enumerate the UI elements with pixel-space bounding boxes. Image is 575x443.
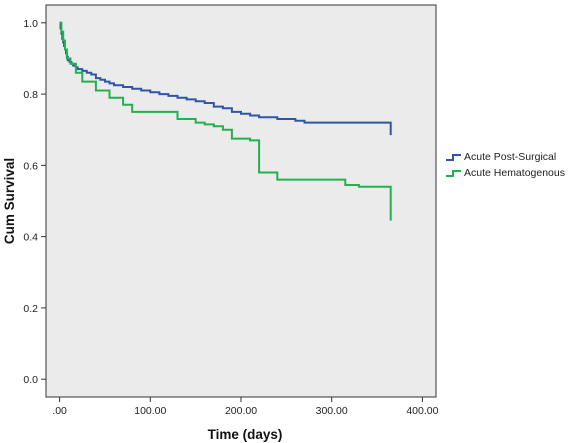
x-tick-label: .00	[52, 405, 67, 417]
legend-swatch-hematogenous	[446, 170, 461, 177]
x-tick-label: 100.00	[134, 405, 166, 417]
plot-area	[45, 4, 437, 398]
series-line-hematogenous	[59, 21, 392, 221]
legend-swatch-post-surgical	[446, 154, 461, 161]
series-layer	[59, 21, 392, 221]
y-tick-label: 0.4	[23, 232, 38, 244]
x-tick-label: 300.00	[316, 405, 348, 417]
legend-item-post-surgical: Acute Post-Surgical	[446, 151, 556, 163]
y-axis-title: Cum Survival	[2, 158, 17, 244]
y-tick-label: 0.0	[23, 374, 38, 386]
legend: Acute Post-Surgical Acute Hematogenous	[446, 151, 565, 179]
x-axis: .00 100.00 200.00 300.00 400.00	[52, 397, 439, 417]
x-axis-title: Time (days)	[208, 427, 283, 442]
x-tick-label: 400.00	[406, 405, 438, 417]
y-tick-label: 0.8	[23, 89, 38, 101]
y-tick-label: 1.0	[23, 18, 38, 30]
y-tick-label: 0.2	[23, 303, 38, 315]
y-tick-label: 0.6	[23, 160, 38, 172]
x-tick-label: 200.00	[225, 405, 257, 417]
legend-label-post-surgical: Acute Post-Surgical	[464, 151, 556, 163]
y-axis: 0.0 0.2 0.4 0.6 0.8 1.0	[23, 18, 46, 386]
legend-item-hematogenous: Acute Hematogenous	[446, 167, 565, 179]
legend-label-hematogenous: Acute Hematogenous	[464, 167, 565, 179]
